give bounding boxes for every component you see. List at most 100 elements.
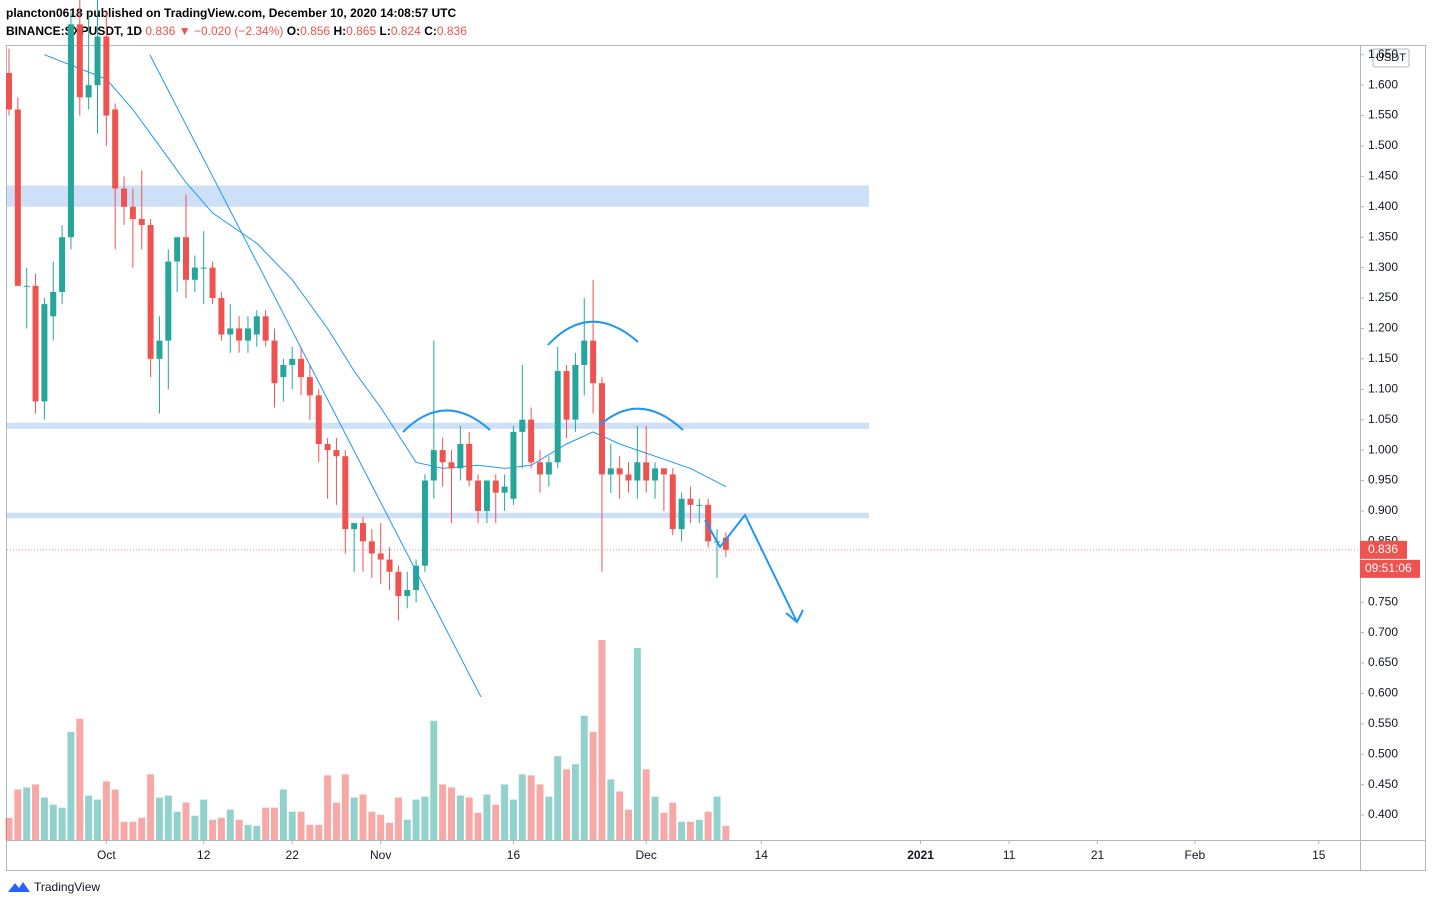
- candle-body: [50, 291, 57, 317]
- volume-bar: [704, 811, 712, 840]
- y-tick-label: 0.500: [1368, 746, 1398, 760]
- volume-bar: [651, 796, 659, 840]
- y-tick-label: 1.500: [1368, 138, 1398, 152]
- volume-bar: [527, 775, 535, 840]
- volume-bar: [722, 825, 730, 840]
- candle-body: [643, 462, 650, 481]
- l: 0.824: [390, 24, 421, 38]
- volume-bar: [501, 784, 509, 840]
- volume-bar: [76, 718, 84, 840]
- zone: [7, 512, 869, 519]
- candle-body: [200, 267, 207, 269]
- candle-body: [165, 261, 172, 341]
- candle-body: [253, 316, 260, 335]
- volume-bar: [492, 804, 500, 840]
- y-tick-label: 0.700: [1368, 625, 1398, 639]
- volume-bar: [226, 809, 234, 840]
- candle-body: [413, 565, 420, 591]
- volume-bar: [288, 811, 296, 840]
- candle-body: [377, 553, 384, 560]
- y-tick-label: 0.900: [1368, 503, 1398, 517]
- candle-body: [607, 468, 614, 475]
- candle-body: [218, 298, 225, 335]
- candle-body: [368, 541, 375, 554]
- candle-body: [32, 285, 39, 402]
- volume-bar: [430, 720, 438, 840]
- volume-bar: [448, 787, 455, 840]
- candle-body: [545, 462, 552, 475]
- volume-bar: [350, 797, 358, 840]
- volume-bar: [686, 821, 694, 840]
- volume-bar: [474, 812, 482, 840]
- volume-bar: [67, 731, 75, 840]
- volume-bar: [456, 795, 464, 840]
- candle-body: [598, 383, 605, 475]
- candle-body: [537, 462, 543, 475]
- c-label: C:: [424, 24, 437, 38]
- c: 0.836: [436, 24, 467, 38]
- x-tick-label: 2021: [907, 848, 934, 862]
- candle-body: [554, 371, 561, 463]
- x-tick-label: Feb: [1185, 848, 1206, 862]
- volume-bar: [111, 789, 119, 840]
- candle-body: [439, 450, 446, 463]
- candle-body: [209, 267, 216, 299]
- last: 0.836: [145, 24, 176, 38]
- zone: [7, 185, 869, 207]
- volume-bar: [421, 796, 429, 840]
- h: 0.865: [346, 24, 377, 38]
- plot: [5, 0, 869, 840]
- last-price-box: [1360, 540, 1407, 559]
- candle-body: [41, 304, 48, 402]
- candle-body: [333, 450, 340, 457]
- arrow-head: [785, 609, 804, 624]
- candle-body: [510, 431, 517, 499]
- countdown: 09:51:06: [1365, 561, 1412, 575]
- y-tick-label: 0.950: [1368, 473, 1398, 487]
- candle-body: [687, 498, 694, 505]
- zone: [7, 422, 869, 429]
- trend-line: [149, 54, 482, 698]
- candle-body: [147, 225, 154, 359]
- volume-bar: [155, 797, 163, 840]
- candle-body: [342, 456, 349, 530]
- ohlc-line: BINANCE:SXPUSDT, 1D 0.836 ▼ −0.020 (−2.3…: [6, 22, 467, 40]
- candle-body: [625, 474, 632, 481]
- candle-body: [616, 468, 623, 475]
- volume-bar: [315, 824, 323, 840]
- y-tick-label: 1.650: [1368, 47, 1398, 61]
- volume-bar: [209, 819, 217, 840]
- candle-body: [244, 328, 251, 341]
- volume-bar: [129, 821, 137, 840]
- y-tick-label: 1.300: [1368, 260, 1398, 274]
- candle-body: [129, 206, 136, 219]
- y-tick-label: 0.750: [1368, 594, 1398, 608]
- y-tick-label: 0.450: [1368, 777, 1398, 791]
- candle-body: [271, 340, 278, 384]
- candle-body: [404, 590, 411, 597]
- y-tick-label: 1.150: [1368, 351, 1398, 365]
- y-tick-label: 1.250: [1368, 290, 1398, 304]
- x-tick-label: 12: [197, 848, 211, 862]
- candle-body: [448, 462, 455, 469]
- y-tick-label: 1.400: [1368, 199, 1398, 213]
- volume-bar: [642, 769, 650, 840]
- volume-bar: [49, 804, 57, 840]
- candle-body: [634, 462, 641, 481]
- y-tick-label: 1.100: [1368, 381, 1398, 395]
- frame: [6, 45, 1426, 871]
- candle-body: [457, 444, 464, 469]
- currency: USDT: [1376, 52, 1406, 64]
- candle-body: [501, 486, 508, 493]
- candle-body: [6, 72, 12, 110]
- candle-body: [669, 474, 676, 530]
- candle-body: [262, 316, 269, 341]
- arc: [402, 409, 491, 433]
- volume-bar: [607, 779, 615, 840]
- volume-bar: [14, 789, 22, 840]
- candle-body: [705, 504, 712, 542]
- y-tick-label: 1.550: [1368, 108, 1398, 122]
- volume-bar: [102, 781, 110, 840]
